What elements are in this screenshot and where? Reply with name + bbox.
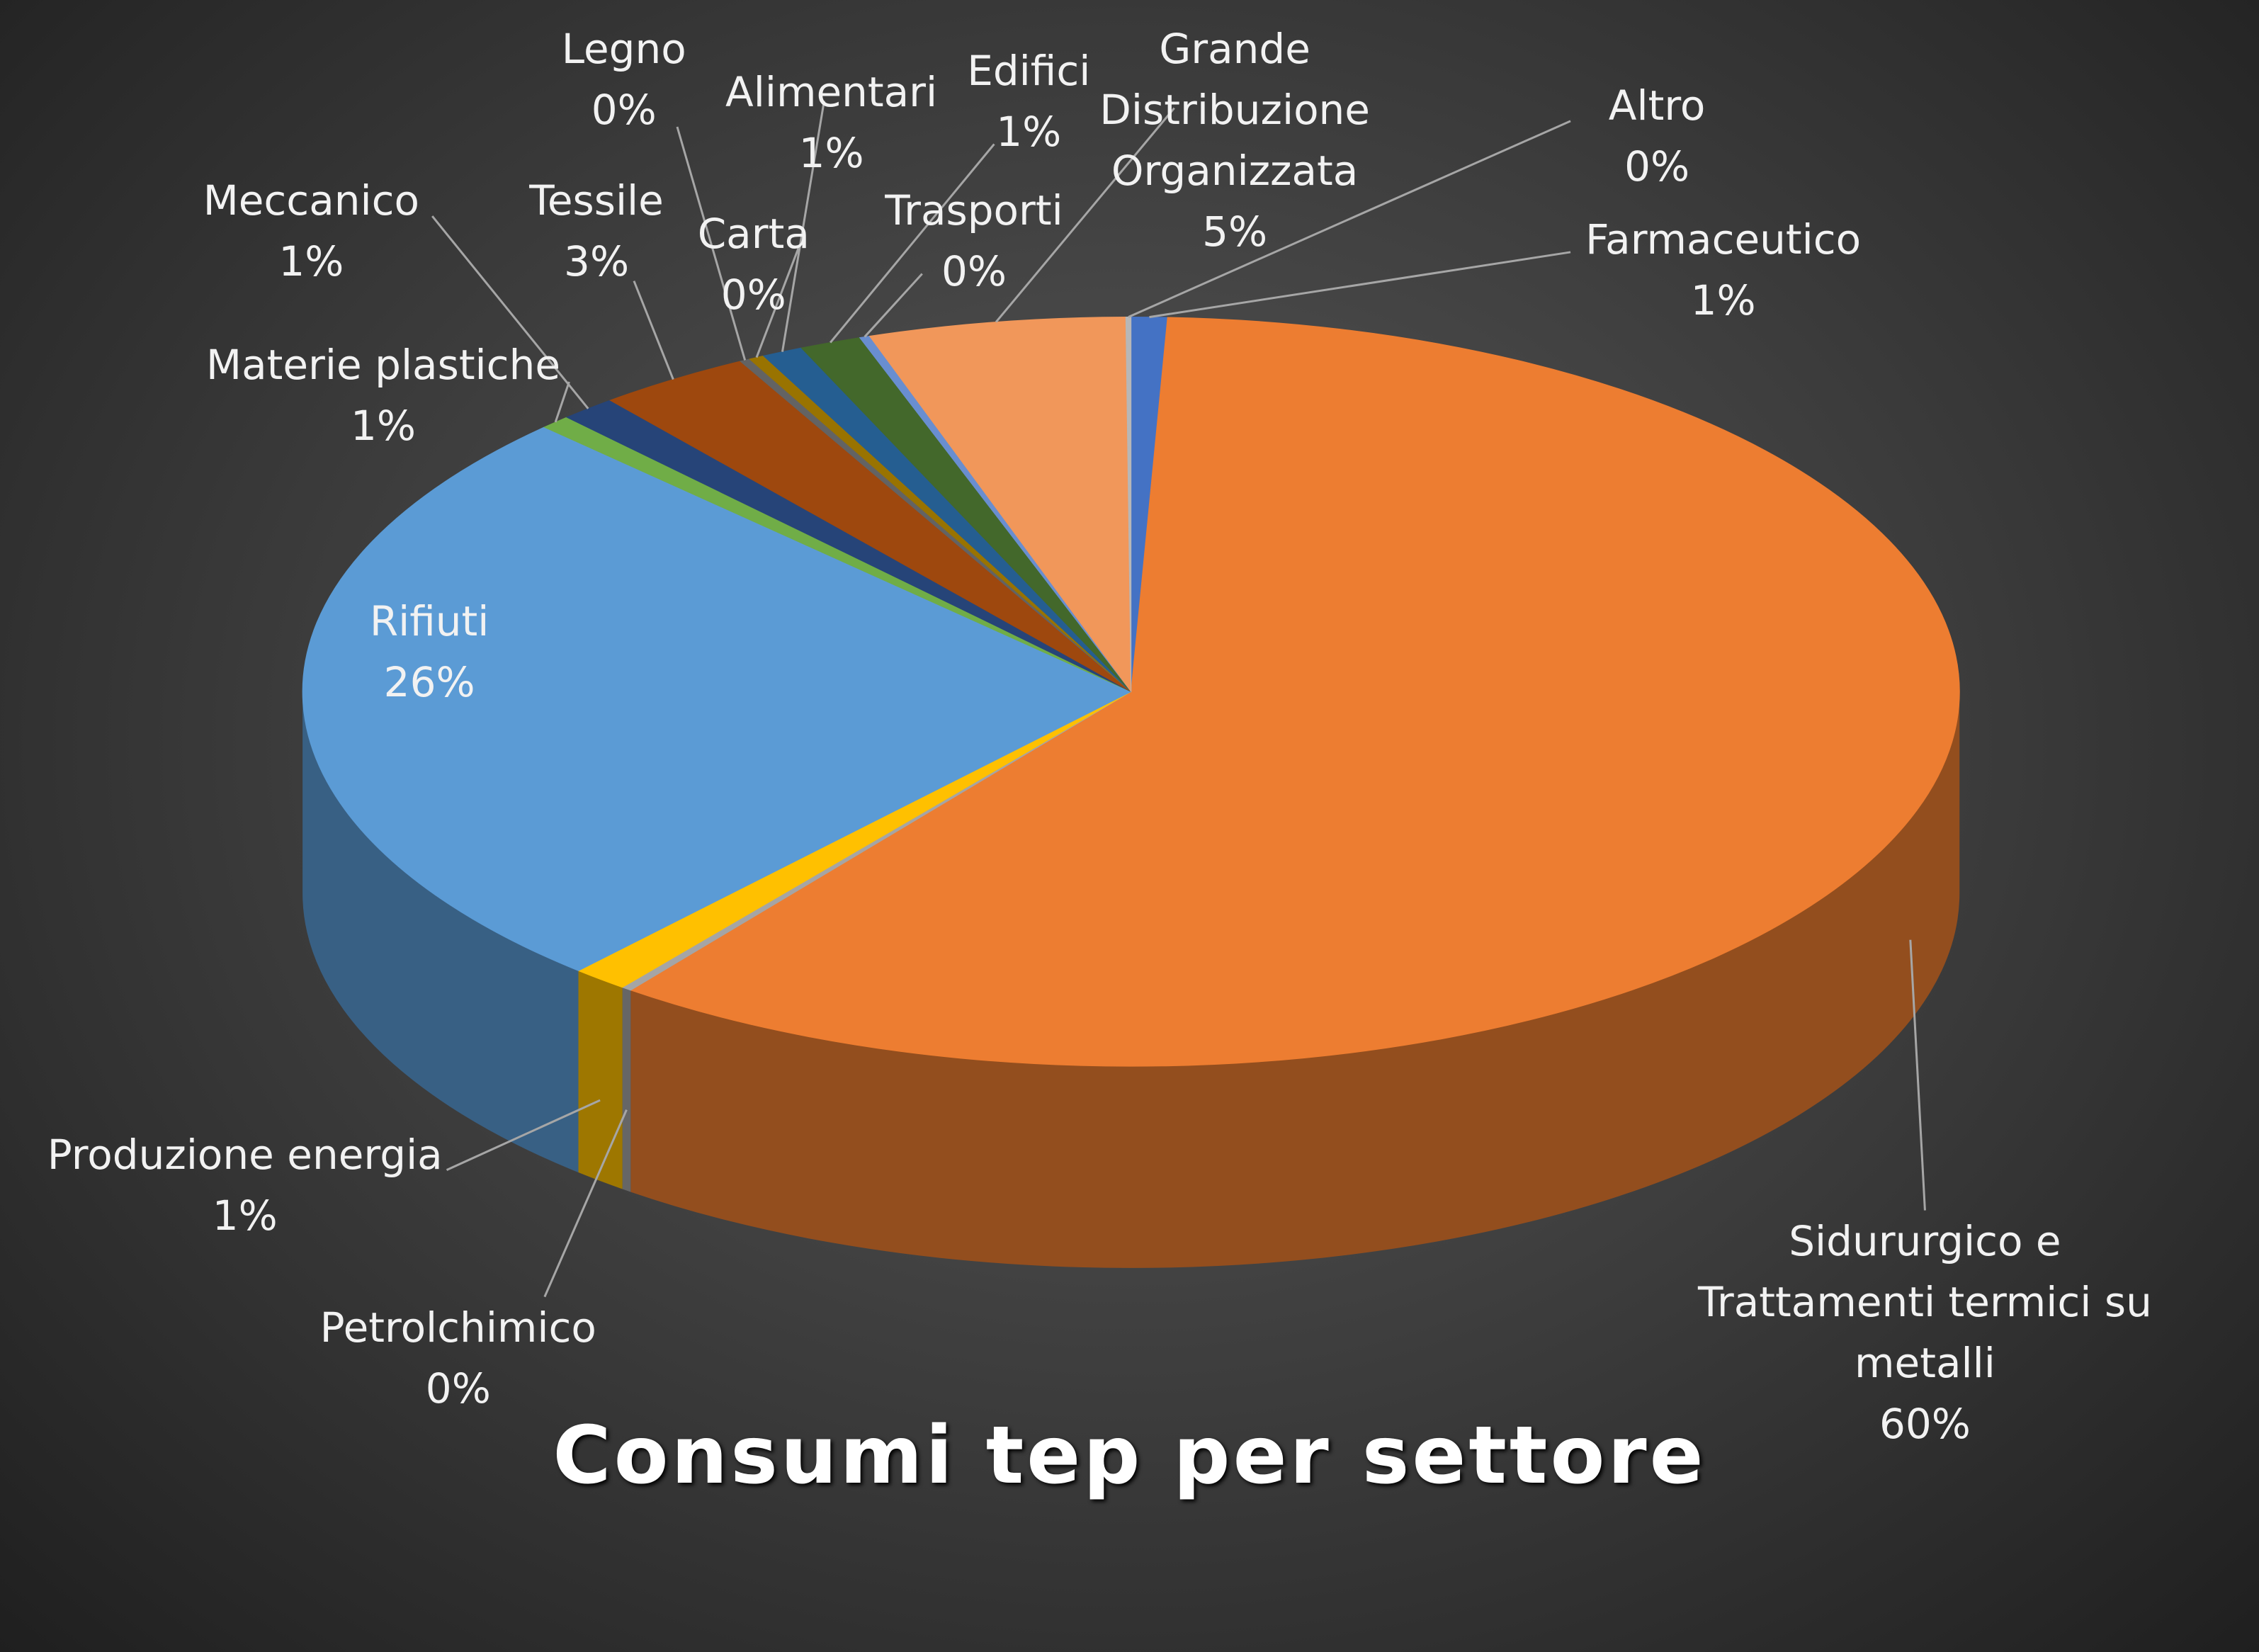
data-label: Legno 0% [523,18,725,140]
leader-line [1128,120,1571,318]
label-value: 1% [351,401,417,450]
data-label: Carta 0% [652,203,854,325]
data-label: Farmaceutico 1% [1493,209,1954,331]
label-name: Petrolchimico [319,1303,596,1352]
label-value: 1% [278,237,344,285]
label-name: Sidururgico e Trattamenti termici su met… [1698,1216,2152,1387]
label-name: Materie plastiche [206,340,561,389]
leader-line [781,101,825,352]
slice [630,317,1960,1067]
label-value: 0% [591,86,657,135]
label-value: 1% [1690,276,1756,324]
label-name: Tessile [529,176,664,225]
leader-line [864,273,923,338]
label-value: 0% [720,270,786,319]
data-label: Produzione energia 1% [29,1124,461,1246]
label-name: Trasporti [885,186,1063,235]
label-name: Edifici [967,46,1091,95]
leader-line [431,215,589,409]
slice [302,426,1132,971]
data-label: Grande Distribuzione Organizzata 5% [1076,18,1393,262]
label-value: 0% [941,247,1007,296]
leader-line [446,1099,601,1171]
data-label: Edifici 1% [928,40,1130,162]
chart-title: Consumi tep per settore [553,1410,1706,1502]
slice-side [578,971,623,1189]
label-value: 1% [212,1191,278,1240]
leader-line [1909,939,1926,1211]
label-value: 1% [798,129,864,178]
data-label: Rifiuti 26% [285,591,574,713]
data-label: Trasporti 0% [830,180,1119,302]
label-value: 60% [1879,1399,1971,1448]
label-name: Rifiuti [369,596,489,645]
label-name: Alimentari [725,68,938,117]
label-value: 26% [383,657,475,706]
leader-line [554,381,570,423]
data-label: Altro 0% [1556,75,1758,197]
data-label: Meccanico 1% [167,170,455,292]
pie-tops [302,316,1960,1067]
label-name: Grande Distribuzione Organizzata [1099,25,1370,196]
label-name: Legno [561,25,686,74]
label-value: 0% [425,1364,491,1413]
leader-line [543,1109,628,1298]
label-name: Altro [1608,81,1706,130]
label-name: Produzione energia [47,1130,443,1179]
data-label: Alimentari 1% [687,62,975,183]
slice-side [630,691,1960,1268]
leader-line [1149,251,1571,319]
label-value: 1% [996,107,1062,156]
label-name: Carta [697,209,810,258]
leader-lines [431,101,1926,1298]
label-value: 5% [1202,208,1268,256]
data-label: Petrolchimico 0% [271,1297,645,1419]
leader-line [830,143,995,344]
label-value: 3% [564,237,630,285]
data-label: Materie plastiche 1% [181,334,585,456]
label-name: Farmaceutico [1585,215,1862,264]
label-value: 0% [1624,142,1690,191]
data-label: Sidururgico e Trattamenti termici su met… [1694,1211,2156,1454]
leader-line [995,107,1175,323]
leader-line [633,281,674,380]
leader-line [676,126,747,361]
slice [868,316,1132,693]
slice-side [622,987,631,1192]
data-label: Tessile 3% [496,170,698,292]
slice-side [302,691,579,1173]
leader-line [755,244,801,358]
label-name: Meccanico [203,176,419,225]
pie-sides [302,691,1960,1268]
